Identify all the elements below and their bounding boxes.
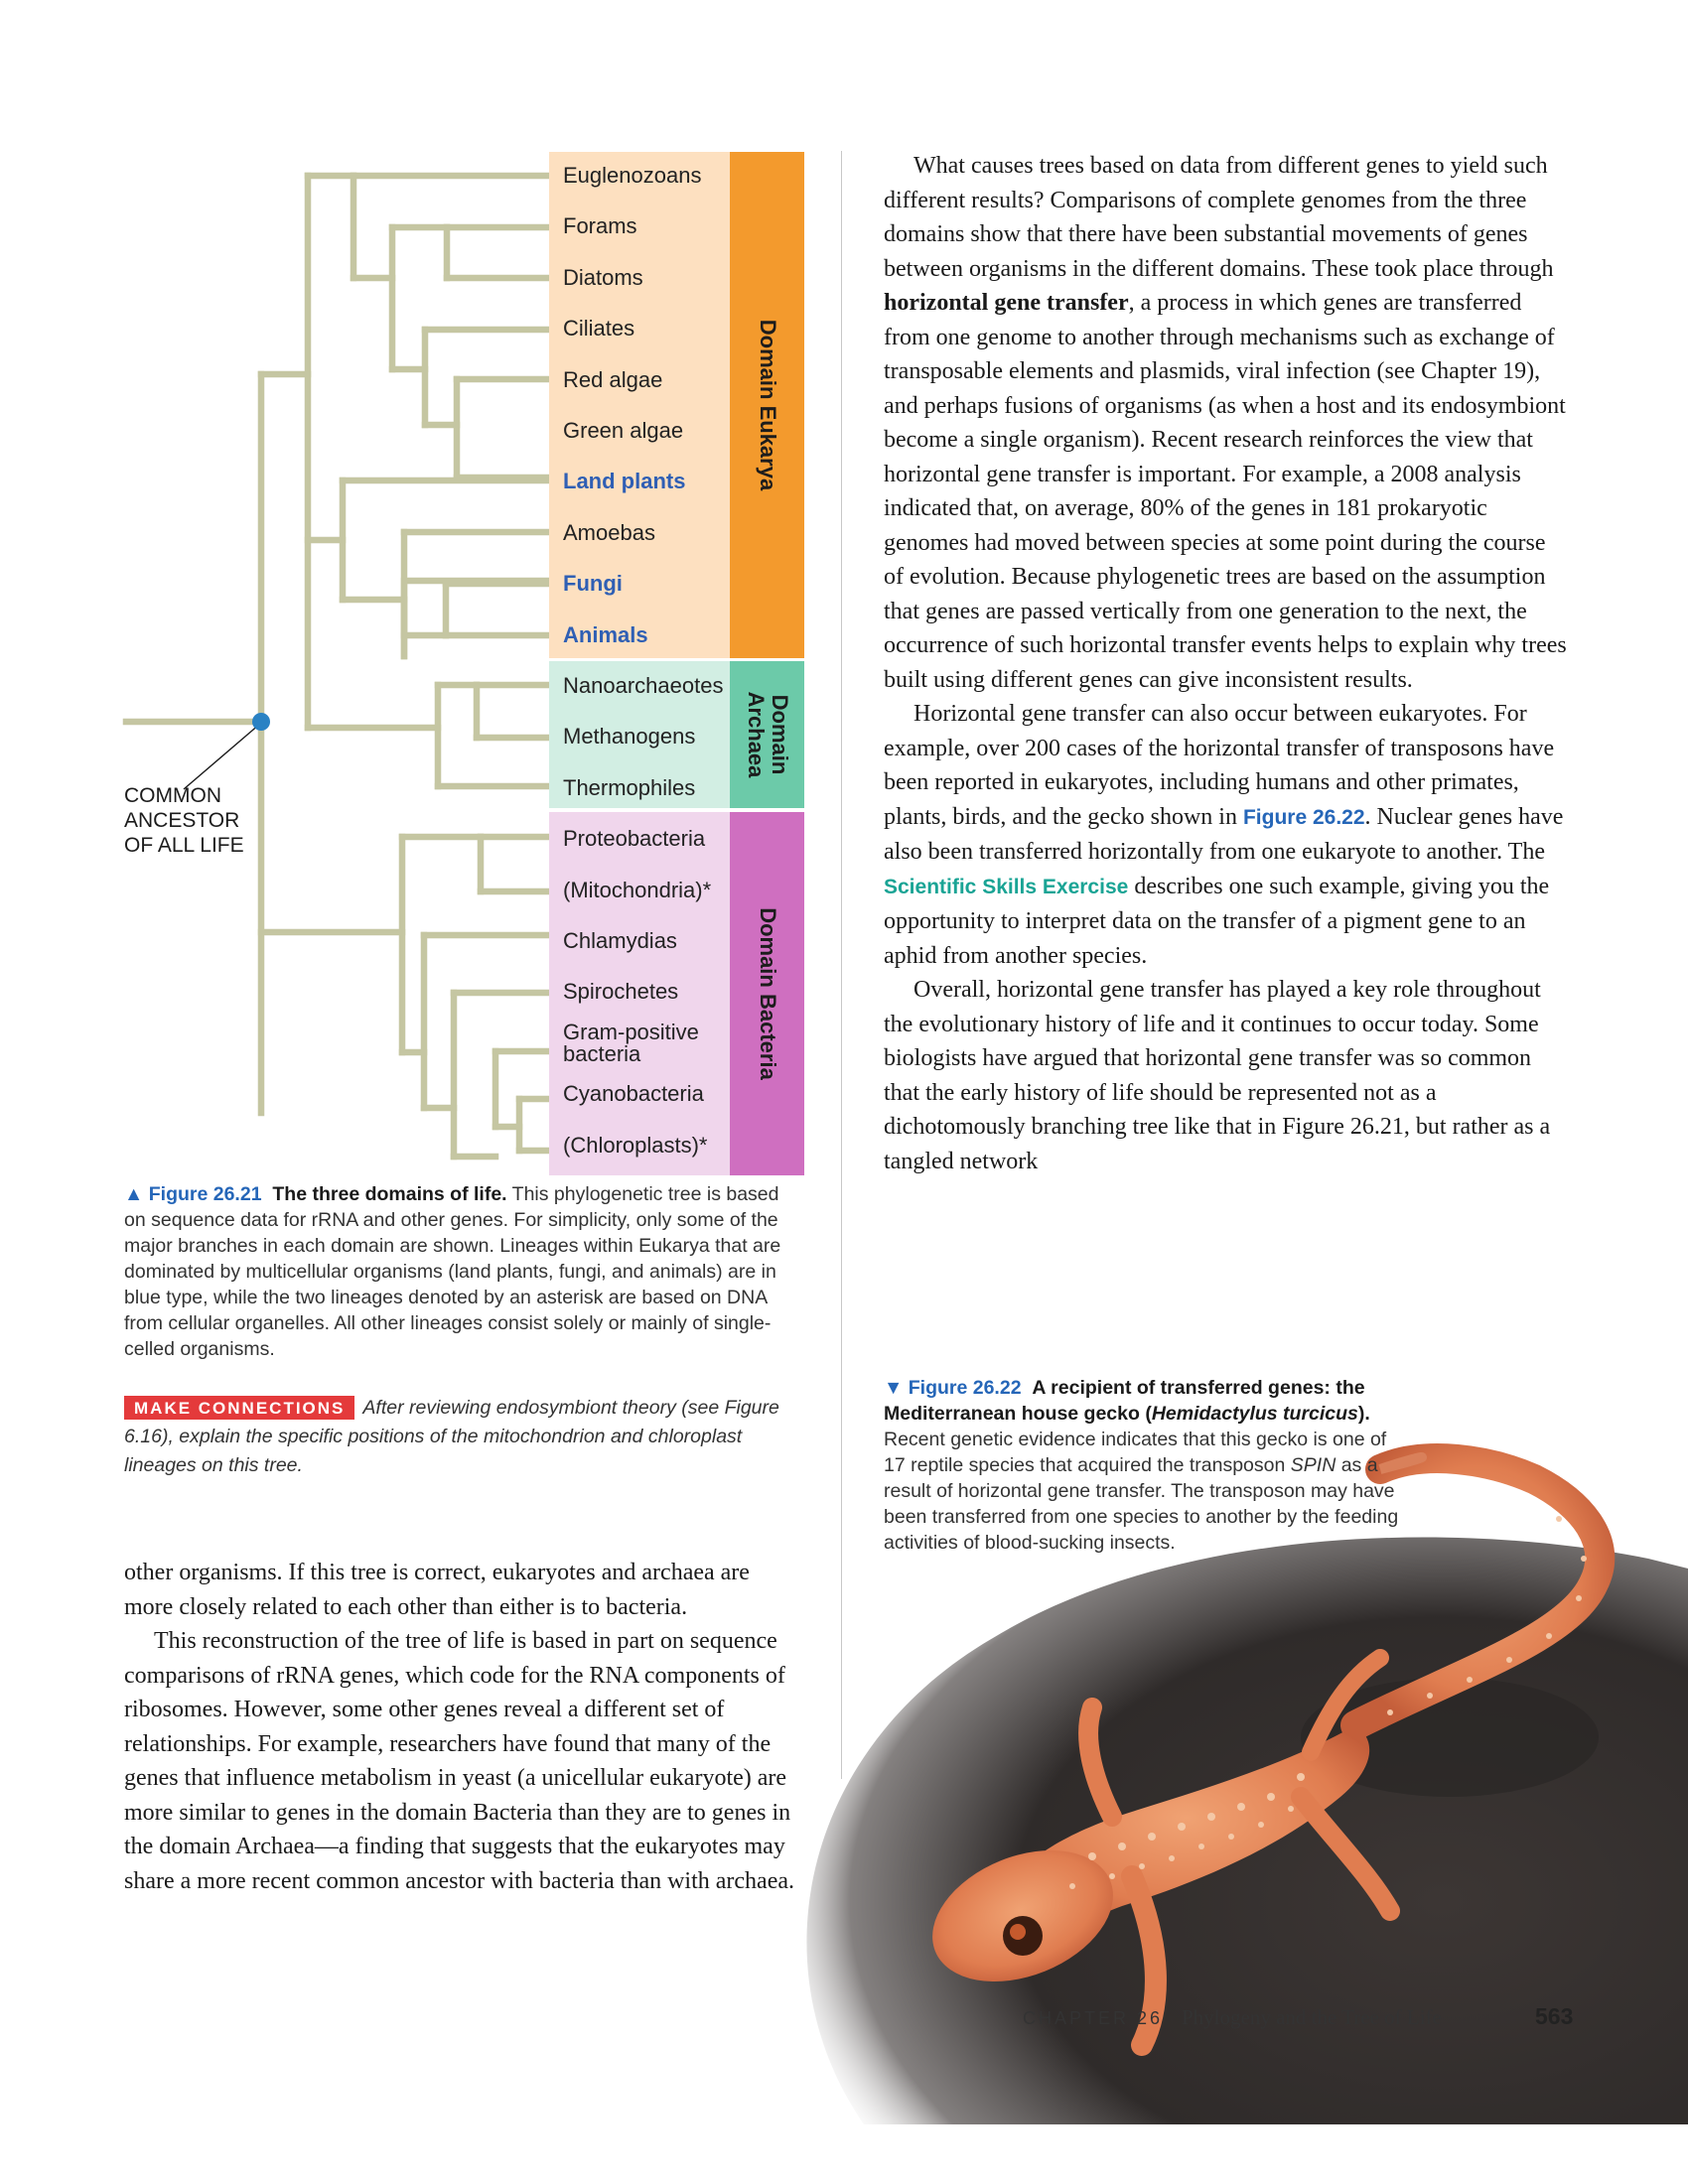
title-run: A recipient of transferred genes: the Me… bbox=[884, 1377, 1365, 1425]
common-ancestor-label: COMMON ANCESTOR OF ALL LIFE bbox=[124, 783, 244, 858]
text-run: as a result of horizontal gene transfer.… bbox=[884, 1454, 1399, 1554]
make-connections-text: After reviewing endosymbiont theory (see… bbox=[124, 1397, 779, 1476]
taxon-label-eukarya: Land plants bbox=[563, 469, 686, 494]
taxon-label-eukarya: Ciliates bbox=[563, 316, 635, 341]
domain-archaea-line2: Archaea bbox=[743, 691, 769, 778]
taxon-label-eukarya: Diatoms bbox=[563, 264, 643, 290]
taxon-label-bacteria: Chlamydias bbox=[563, 928, 677, 953]
ancestor-line: COMMON bbox=[124, 784, 221, 807]
make-connections: MAKE CONNECTIONS After reviewing endosymb… bbox=[124, 1394, 802, 1480]
figure-marker: ▲ bbox=[124, 1183, 144, 1205]
text-run: , a process in which genes are transferr… bbox=[884, 290, 1567, 693]
text-run: Recent genetic evidence indicates that t… bbox=[884, 1429, 1387, 1476]
figure-26-22-text: Recent genetic evidence indicates that t… bbox=[884, 1429, 1398, 1554]
taxon-label-eukarya: Amoebas bbox=[563, 519, 655, 545]
taxon-label-eukarya: Animals bbox=[563, 621, 648, 647]
species-name: Hemidactylus turcicus bbox=[1151, 1403, 1358, 1425]
paragraph: Overall, horizontal gene transfer has pl… bbox=[884, 977, 1551, 1174]
gecko-photo bbox=[806, 1443, 1688, 2124]
taxon-label-eukarya: Red algae bbox=[563, 366, 663, 392]
domain-archaea-line1: Domain bbox=[767, 694, 792, 775]
ancestor-line: ANCESTOR bbox=[124, 809, 240, 832]
text-run: Horizontal gene transfer can also occur … bbox=[884, 701, 1555, 830]
figure-26-22-title: A recipient of transferred genes: the Me… bbox=[884, 1377, 1370, 1425]
figure-26-22-link[interactable]: Figure 26.22 bbox=[1242, 805, 1365, 829]
make-connections-badge: MAKE CONNECTIONS bbox=[124, 1396, 355, 1420]
page-number: 563 bbox=[1535, 2003, 1574, 2029]
domain-archaea-label: Domain Archaea bbox=[743, 691, 792, 778]
bacteria-panel bbox=[549, 812, 730, 1175]
domain-bacteria-label: Domain Bacteria bbox=[755, 907, 780, 1080]
text-run: . Nuclear genes have also been transferr… bbox=[884, 803, 1564, 866]
text-run: describes one such example, giving you t… bbox=[884, 873, 1550, 969]
taxon-label-archaea: Methanogens bbox=[563, 724, 696, 750]
taxon-label-eukarya: Euglenozoans bbox=[563, 163, 702, 188]
figure-26-22-ref: Figure 26.22 bbox=[908, 1377, 1022, 1399]
taxon-label-bacteria: (Mitochondria)* bbox=[563, 877, 712, 902]
paragraph: This reconstruction of the tree of life … bbox=[124, 1628, 795, 1894]
title-run: ). bbox=[1357, 1403, 1370, 1425]
figure-26-21-title: The three domains of life. bbox=[272, 1183, 507, 1205]
ancestor-line: OF ALL LIFE bbox=[124, 834, 244, 857]
right-column-text: What causes trees based on data from dif… bbox=[884, 149, 1569, 1178]
taxon-label-bacteria: Cyanobacteria bbox=[563, 1081, 704, 1107]
phylogenetic-tree bbox=[122, 172, 557, 1160]
taxon-label-bacteria: Spirochetes bbox=[563, 979, 679, 1005]
taxon-label-bacteria: (Chloroplasts)* bbox=[563, 1132, 708, 1158]
paragraph: What causes trees based on data from dif… bbox=[884, 149, 1569, 697]
footer-chapter: CHAPTER 26 bbox=[1023, 2008, 1164, 2028]
paragraph: other organisms. If this tree is correct… bbox=[124, 1560, 750, 1620]
taxon-label-archaea: Nanoarchaeotes bbox=[563, 673, 724, 698]
text-run: What causes trees based on data from dif… bbox=[884, 153, 1554, 282]
ancestor-pointer bbox=[183, 723, 261, 790]
eukarya-panel bbox=[549, 152, 730, 658]
taxon-label-archaea: Thermophiles bbox=[563, 774, 696, 800]
figure-26-21-caption: ▲ Figure 26.21 The three domains of life… bbox=[124, 1181, 802, 1362]
taxon-label-eukarya: Green algae bbox=[563, 418, 684, 443]
paragraph: Horizontal gene transfer can also occur … bbox=[884, 697, 1569, 973]
figure-26-21-text: This phylogenetic tree is based on seque… bbox=[124, 1183, 781, 1360]
transposon-name: SPIN bbox=[1290, 1454, 1336, 1476]
taxon-label-bacteria: Gram-positive bacteria bbox=[563, 1019, 699, 1066]
figure-26-22-caption: ▼ Figure 26.22 A recipient of transferre… bbox=[884, 1375, 1400, 1556]
taxon-label-eukarya: Fungi bbox=[563, 571, 623, 597]
domain-bacteria-band: Domain Bacteria bbox=[730, 812, 804, 1175]
domain-eukarya-band: Domain Eukarya bbox=[730, 152, 804, 658]
figure-26-21-ref: Figure 26.21 bbox=[148, 1183, 262, 1205]
left-column-text: other organisms. If this tree is correct… bbox=[124, 1556, 802, 1898]
domain-eukarya-label: Domain Eukarya bbox=[755, 319, 780, 491]
taxon-label-bacteria: Proteobacteria bbox=[563, 826, 706, 852]
figure-marker: ▼ bbox=[884, 1377, 904, 1399]
column-divider bbox=[841, 151, 842, 1779]
footer-title: Phylogeny and the Tree of Life bbox=[1182, 2005, 1442, 2029]
scientific-skills-link[interactable]: Scientific Skills Exercise bbox=[884, 875, 1129, 898]
domain-archaea-band: Domain Archaea bbox=[730, 661, 804, 808]
key-term: horizontal gene transfer bbox=[884, 290, 1129, 316]
common-ancestor-node bbox=[252, 713, 270, 731]
archaea-panel bbox=[549, 661, 730, 808]
taxon-label-eukarya: Forams bbox=[563, 213, 637, 239]
